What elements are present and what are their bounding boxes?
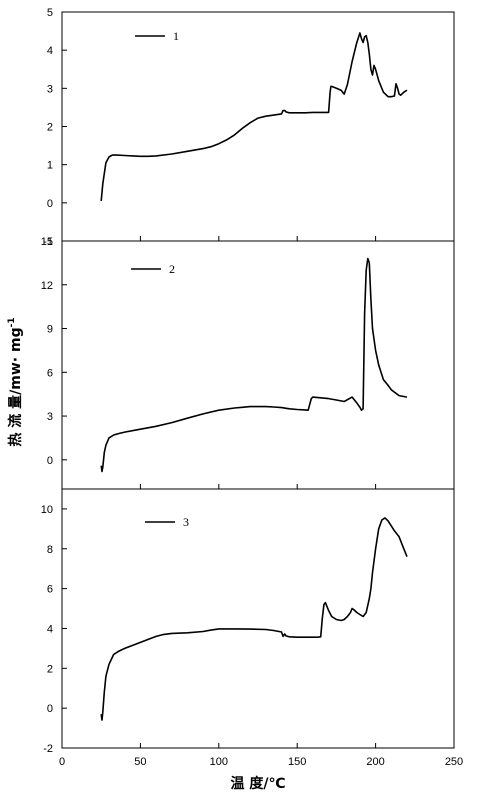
y-tick-label: 2: [47, 663, 53, 675]
panel-2: 0 3 6 9 12 15 2: [41, 236, 455, 490]
x-axis-title: 温 度/℃: [231, 775, 286, 792]
legend-label: 1: [173, 29, 179, 43]
y-tick-label: -2: [43, 743, 53, 755]
series-line-3: [100, 517, 408, 721]
y-tick-label: 1: [47, 160, 53, 172]
x-tick-label: 150: [288, 756, 306, 768]
y-tick-label: 4: [47, 623, 53, 635]
y-tick-label: 0: [47, 198, 53, 210]
y-tick-label: 5: [47, 7, 53, 19]
x-tick-label: 100: [210, 756, 228, 768]
y-tick-label: 12: [41, 280, 53, 292]
panel-1: -1 0 1 2 3 4 5 1: [43, 7, 455, 248]
y-tick-label: 10: [41, 504, 53, 516]
y-tick-label: 8: [47, 544, 53, 556]
panel-frame: [61, 488, 455, 749]
legend-label: 2: [169, 262, 175, 276]
y-tick-label: 3: [47, 83, 53, 95]
y-tick-label: 3: [47, 411, 53, 423]
y-tick-label: 6: [47, 367, 53, 379]
y-axis-title: 热 流 量/mw· mg-1: [7, 317, 24, 446]
y-tick-label: 4: [47, 45, 53, 57]
y-tick-label: 6: [47, 584, 53, 596]
y-axis-title-superscript: -1: [7, 317, 17, 327]
y-tick-label: -1: [43, 236, 53, 248]
x-tick-label: 50: [134, 756, 146, 768]
y-axis-title-text: 热 流 量/mw· mg: [7, 327, 24, 446]
legend-label: 3: [183, 515, 189, 529]
x-tick-label: 200: [366, 756, 384, 768]
panel-frame: [61, 240, 455, 490]
y-tick-label: 2: [47, 122, 53, 134]
y-tick-label: 0: [47, 455, 53, 467]
panel-frame: [61, 11, 455, 242]
series-line-1: [100, 32, 408, 201]
y-tick-label: 15: [41, 236, 53, 248]
y-tick-label: 9: [47, 324, 53, 336]
y-tick-label: 0: [47, 703, 53, 715]
x-tick-label: 0: [59, 756, 65, 768]
series-line-2: [100, 257, 408, 473]
x-tick-label: 250: [445, 756, 463, 768]
